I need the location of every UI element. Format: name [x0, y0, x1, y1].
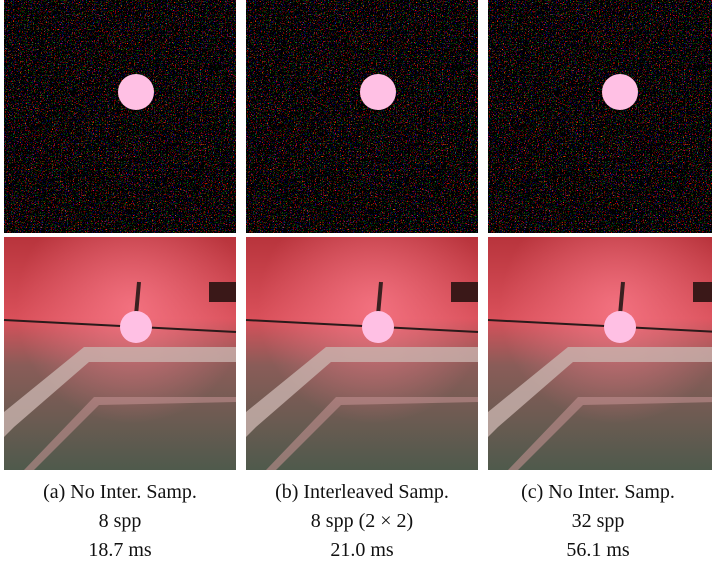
- caption: (a) No Inter. Samp. 8 spp 18.7 ms: [0, 478, 240, 565]
- caption-title: (b) Interleaved Samp.: [275, 481, 449, 503]
- caption-time: 21.0 ms: [330, 539, 394, 561]
- caption-time: 56.1 ms: [566, 539, 630, 561]
- denoised-image: [244, 235, 480, 472]
- denoised-image: [486, 235, 712, 472]
- caption: (c) No Inter. Samp. 32 spp 56.1 ms: [484, 478, 712, 565]
- caption-spp: 32 spp: [571, 510, 625, 532]
- denoised-image: [2, 235, 238, 472]
- caption-time: 18.7 ms: [88, 539, 152, 561]
- image-grid: [2, 0, 712, 472]
- caption-spp: 8 spp: [98, 510, 142, 532]
- caption: (b) Interleaved Samp. 8 spp (2 × 2) 21.0…: [242, 478, 482, 565]
- caption-title: (a) No Inter. Samp.: [43, 481, 197, 503]
- noisy-image: [246, 0, 478, 233]
- noisy-image: [488, 0, 712, 233]
- caption-title: (c) No Inter. Samp.: [521, 481, 675, 503]
- caption-spp: 8 spp (2 × 2): [310, 510, 414, 532]
- noisy-image: [4, 0, 236, 233]
